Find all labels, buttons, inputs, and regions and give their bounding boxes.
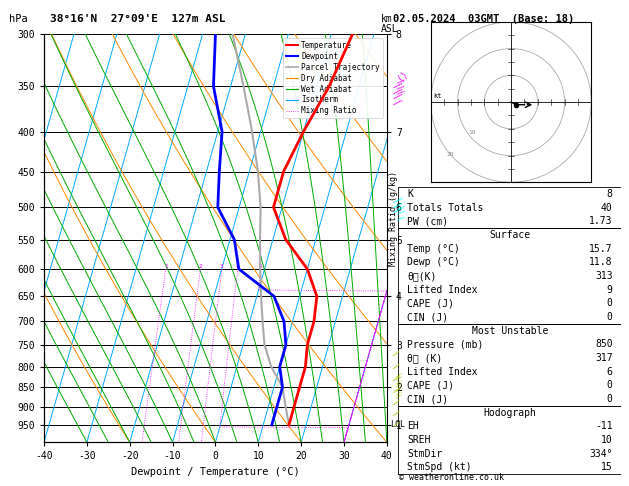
Text: /: / (395, 208, 405, 218)
X-axis label: Dewpoint / Temperature (°C): Dewpoint / Temperature (°C) (131, 467, 300, 477)
Text: 6: 6 (259, 264, 263, 269)
Text: /: / (395, 214, 405, 224)
Text: /: / (391, 409, 400, 419)
Text: 11.8: 11.8 (589, 257, 613, 267)
Text: 0: 0 (606, 312, 613, 322)
Text: km: km (381, 14, 392, 24)
Text: 1.73: 1.73 (589, 216, 613, 226)
Text: /: / (391, 91, 402, 103)
Text: /: / (391, 206, 402, 217)
Text: StmDir: StmDir (407, 449, 442, 459)
Text: /: / (395, 371, 402, 379)
Text: 38°16'N  27°09'E  127m ASL: 38°16'N 27°09'E 127m ASL (50, 14, 226, 24)
Text: 15: 15 (601, 463, 613, 472)
Text: 15.7: 15.7 (589, 243, 613, 254)
Text: /: / (391, 81, 402, 92)
Text: /: / (395, 386, 402, 393)
Text: θᴄ (K): θᴄ (K) (407, 353, 442, 363)
Text: -11: -11 (595, 421, 613, 432)
Text: 2: 2 (199, 264, 203, 269)
Text: /: / (395, 382, 402, 390)
Text: ⟨⟩: ⟨⟩ (395, 69, 410, 84)
Text: /: / (395, 379, 402, 386)
Text: SREH: SREH (407, 435, 431, 445)
Text: CIN (J): CIN (J) (407, 394, 448, 404)
Text: 0: 0 (606, 394, 613, 404)
Text: /: / (391, 86, 402, 97)
Text: Lifted Index: Lifted Index (407, 285, 477, 295)
Text: /: / (391, 386, 400, 396)
Text: 8: 8 (606, 189, 613, 199)
Text: /: / (391, 374, 400, 384)
Text: /: / (391, 195, 402, 206)
Text: /: / (395, 393, 402, 400)
Text: 9: 9 (606, 285, 613, 295)
Text: 3: 3 (220, 264, 224, 269)
Text: /: / (395, 202, 405, 212)
Text: /: / (395, 76, 405, 87)
Text: hPa: hPa (9, 14, 28, 24)
Text: PW (cm): PW (cm) (407, 216, 448, 226)
Text: kt: kt (433, 93, 442, 99)
Text: 317: 317 (595, 353, 613, 363)
Text: 20: 20 (447, 152, 454, 156)
Text: 10: 10 (469, 130, 476, 135)
Text: /: / (395, 82, 405, 92)
Text: CAPE (J): CAPE (J) (407, 381, 454, 390)
Legend: Temperature, Dewpoint, Parcel Trajectory, Dry Adiabat, Wet Adiabat, Isotherm, Mi: Temperature, Dewpoint, Parcel Trajectory… (283, 38, 383, 119)
Text: Hodograph: Hodograph (483, 408, 537, 418)
Text: 10: 10 (601, 435, 613, 445)
Text: 1: 1 (164, 264, 167, 269)
Text: 850: 850 (595, 339, 613, 349)
Text: Mixing Ratio (g/kg): Mixing Ratio (g/kg) (389, 171, 398, 266)
Text: EH: EH (407, 421, 419, 432)
Text: StmSpd (kt): StmSpd (kt) (407, 463, 472, 472)
Text: /: / (391, 362, 400, 372)
Text: © weatheronline.co.uk: © weatheronline.co.uk (399, 473, 504, 482)
Text: Most Unstable: Most Unstable (472, 326, 548, 336)
Text: Pressure (mb): Pressure (mb) (407, 339, 484, 349)
Text: 40: 40 (601, 203, 613, 212)
Text: /: / (391, 200, 402, 211)
Text: 334°: 334° (589, 449, 613, 459)
Text: Dewp (°C): Dewp (°C) (407, 257, 460, 267)
Text: 313: 313 (595, 271, 613, 281)
Text: /: / (391, 97, 402, 108)
Text: Temp (°C): Temp (°C) (407, 243, 460, 254)
Text: 4: 4 (236, 264, 240, 269)
Text: /: / (395, 375, 402, 382)
Text: 6: 6 (606, 367, 613, 377)
Text: /: / (391, 348, 400, 359)
Text: θᴄ(K): θᴄ(K) (407, 271, 437, 281)
Text: CIN (J): CIN (J) (407, 312, 448, 322)
Text: 02.05.2024  03GMT  (Base: 18): 02.05.2024 03GMT (Base: 18) (393, 14, 574, 24)
Text: /: / (391, 398, 400, 408)
Text: Lifted Index: Lifted Index (407, 367, 477, 377)
Text: Surface: Surface (489, 230, 530, 240)
Text: CAPE (J): CAPE (J) (407, 298, 454, 308)
Text: /: / (391, 420, 400, 430)
Text: LCL: LCL (390, 420, 405, 429)
Text: /: / (395, 88, 405, 98)
Text: 0: 0 (606, 298, 613, 308)
Text: /: / (395, 390, 402, 397)
Text: Totals Totals: Totals Totals (407, 203, 484, 212)
Text: 0: 0 (606, 381, 613, 390)
Text: K: K (407, 189, 413, 199)
Text: ASL: ASL (381, 24, 398, 34)
